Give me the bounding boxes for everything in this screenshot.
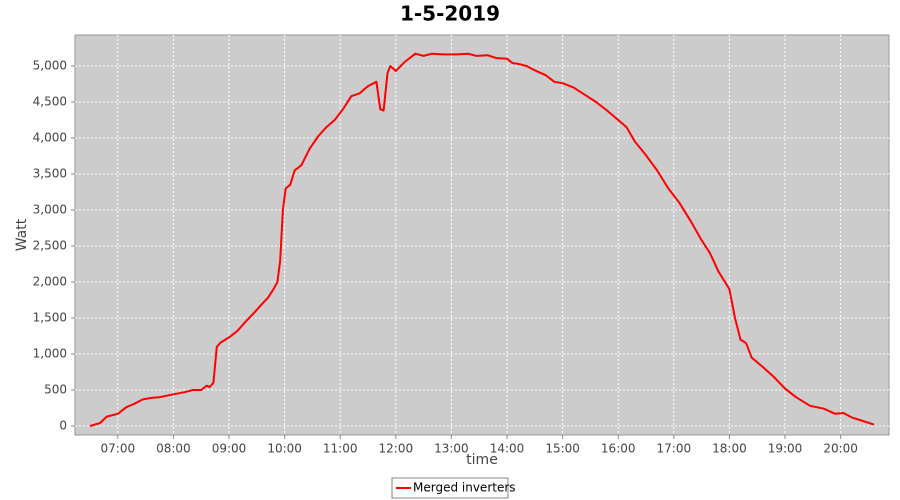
x-tick-label: 07:00: [101, 442, 136, 456]
y-tick-label: 0: [59, 418, 67, 432]
x-tick-label: 09:00: [212, 442, 247, 456]
x-tick-label: 08:00: [156, 442, 191, 456]
y-tick-label: 3,000: [33, 202, 67, 216]
y-tick-label: 2,500: [33, 238, 67, 252]
y-tick-label: 500: [44, 382, 67, 396]
y-tick-label: 5,000: [33, 58, 67, 72]
x-tick-label: 13:00: [434, 442, 469, 456]
x-axis-label: time: [466, 452, 498, 468]
series-line: [89, 52, 875, 427]
x-tick-label: 15:00: [545, 442, 580, 456]
x-tick-label: 16:00: [601, 442, 636, 456]
legend: [391, 477, 509, 499]
x-tick-label: 10:00: [267, 442, 302, 456]
chart-title: 1-5-2019: [400, 2, 500, 26]
y-tick-label: 4,500: [33, 94, 67, 108]
x-tick-label: 11:00: [323, 442, 358, 456]
x-tick-label: 12:00: [379, 442, 414, 456]
x-tick-label: 18:00: [712, 442, 747, 456]
y-tick-label: 1,000: [33, 346, 67, 360]
y-tick-label: 1,500: [33, 310, 67, 324]
y-tick-label: 3,500: [33, 166, 67, 180]
y-axis-label: Watt: [14, 218, 30, 251]
x-tick-label: 20:00: [823, 442, 858, 456]
legend-label: Merged inverters: [413, 481, 516, 495]
y-tick-label: 4,000: [33, 130, 67, 144]
x-tick-label: 14:00: [490, 442, 525, 456]
y-tick-label: 2,000: [33, 274, 67, 288]
x-tick-label: 19:00: [768, 442, 803, 456]
x-tick-label: 17:00: [657, 442, 692, 456]
plot-area: [74, 34, 890, 436]
